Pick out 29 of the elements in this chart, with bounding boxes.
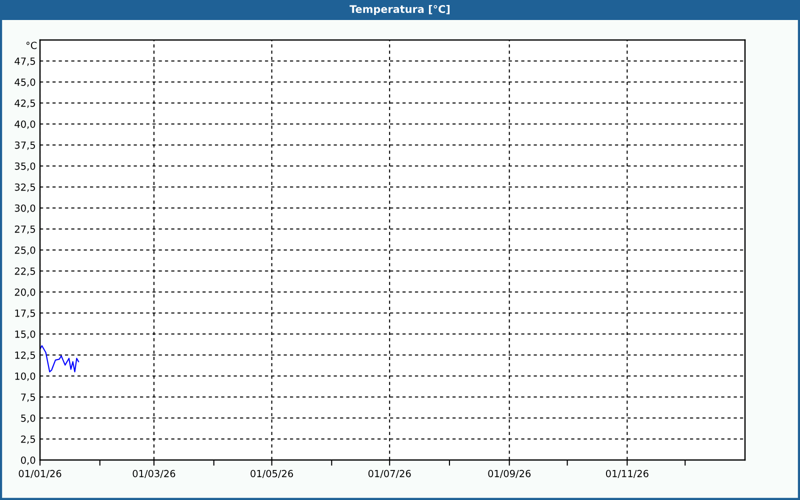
y-tick-label: 12,5 (15, 351, 35, 360)
x-tick-label: 01/05/26 (250, 470, 293, 478)
x-tick-label: 01/11/26 (606, 470, 648, 478)
y-tick-label: 40,0 (14, 120, 36, 129)
y-tick-label: 2,5 (21, 435, 35, 444)
x-tick-label: 01/01/26 (18, 470, 62, 478)
y-tick-label: 5,0 (21, 414, 36, 423)
y-tick-label: 17,5 (15, 310, 35, 318)
y-tick-label: 0,0 (21, 456, 36, 465)
y-tick-label: 45,0 (14, 78, 36, 87)
x-tick-label: 01/09/26 (488, 470, 531, 478)
y-tick-label: 27,5 (14, 225, 35, 234)
y-tick-label: 30,0 (14, 204, 36, 213)
y-tick-label: 10,0 (15, 372, 36, 381)
y-tick-label: 37,5 (14, 141, 35, 150)
y-tick-label: 20,0 (14, 288, 36, 297)
line-series (40, 345, 80, 372)
y-tick-label: 7,5 (21, 394, 35, 402)
y-tick-label: 25,0 (14, 246, 36, 255)
y-tick-label: 22,5 (14, 267, 35, 276)
x-tick-label: 01/07/26 (368, 470, 411, 478)
y-tick-label: 35,0 (14, 162, 36, 171)
x-tick-label: 01/03/26 (132, 470, 176, 478)
y-tick-label: 15,0 (15, 330, 36, 339)
y-tick-label: 42,5 (14, 99, 35, 108)
y-tick-label: 47,5 (14, 58, 35, 66)
y-axis-title: °C (26, 42, 37, 50)
chart-title: Temperatura [°C] (350, 4, 450, 16)
y-tick-label: 32,5 (14, 183, 35, 192)
